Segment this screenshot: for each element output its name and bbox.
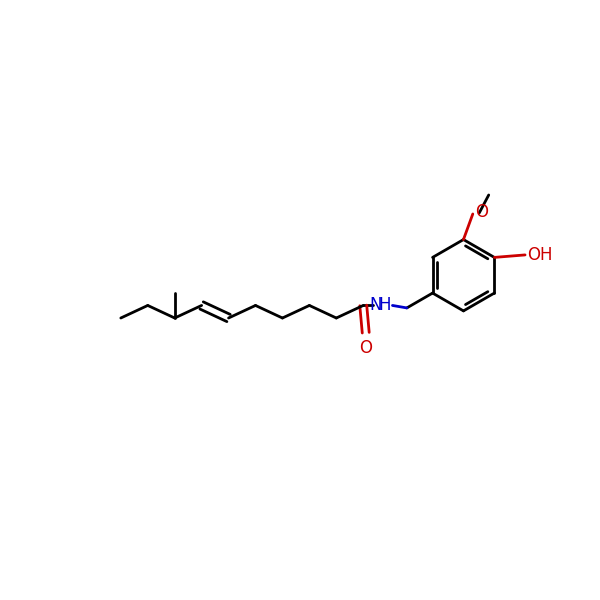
Text: H: H — [379, 296, 391, 314]
Text: O: O — [359, 338, 372, 356]
Text: O: O — [475, 203, 488, 221]
Text: OH: OH — [527, 246, 553, 264]
Text: N: N — [370, 296, 382, 314]
